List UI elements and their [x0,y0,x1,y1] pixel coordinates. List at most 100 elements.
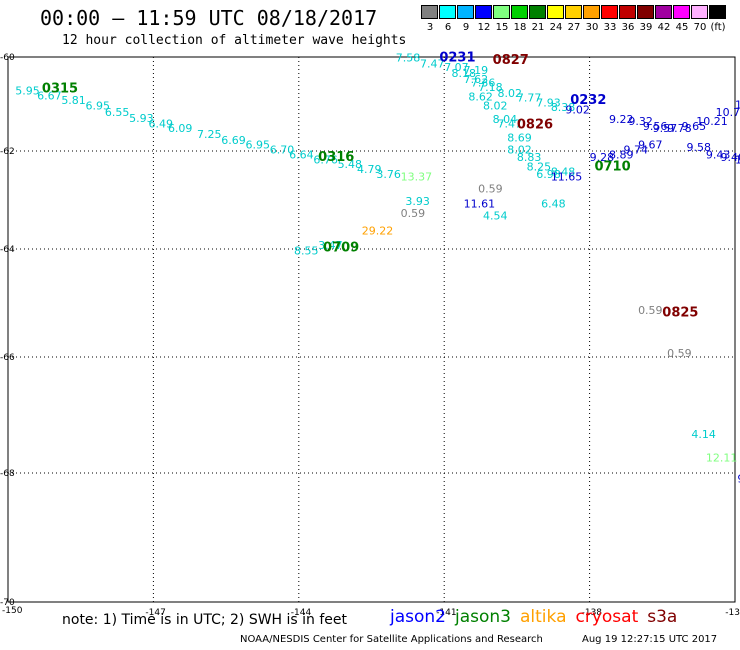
wave-height-value: 9.78 [667,122,692,135]
wave-height-value: 0.59 [638,304,663,317]
lon-tick-label: -141 [436,608,456,618]
wave-height-value: 9.40 [720,151,740,164]
wave-height-value: 9.02 [565,103,590,116]
legend-swatch [475,5,492,19]
pass-time-label: 0710 [594,160,630,175]
legend-bin-label: 42 [657,22,671,33]
map-subtitle: 12 hour collection of altimeter wave hei… [62,33,407,48]
wave-height-value: 8.02 [483,100,508,113]
pass-time-label: 0709 [323,241,359,256]
legend-bin-label: 12 [477,22,491,33]
legend-bin-label: 36 [621,22,635,33]
legend-swatch [547,5,564,19]
pass-time-label: 0827 [493,53,529,68]
legend-bin-label: 39 [639,22,653,33]
lon-tick-label: -147 [145,608,165,618]
satellite-label: altika [520,607,567,627]
note-text: note: 1) Time is in UTC; 2) SWH is in fe… [62,612,348,628]
legend-swatch [511,5,528,19]
legend-swatch [493,5,510,19]
wave-height-value: 8.18 [451,67,476,80]
legend-bin-label: 45 [675,22,689,33]
wave-height-value: 9.58 [687,141,712,154]
wave-height-value: 6.48 [541,197,566,210]
wave-height-value: 8.48 [551,166,576,179]
legend-bin-label: 3 [426,22,434,33]
wave-height-value: 8.04 [493,113,517,126]
wave-height-value: 6.95 [86,100,111,113]
satellite-label: jason3 [455,607,511,627]
wave-height-value: 6.49 [149,118,174,131]
pass-time-label: 0315 [42,81,78,96]
legend-swatch [637,5,654,19]
wave-height-value: 0.59 [667,347,692,360]
wave-height-value: 5.93 [129,112,154,125]
legend-bin-label: 6 [444,22,452,33]
wave-height-value: 9.56 [643,120,668,133]
wave-height-value: 11.61 [464,197,496,210]
wave-height-value: 5.95 [15,85,40,98]
pass-time-label: 0232 [570,93,606,108]
wave-height-value: 9.22 [609,113,634,126]
wave-height-value: 7.18 [478,81,503,94]
wave-height-value: 9.65 [682,120,707,133]
satellite-label: jason2 [390,607,446,627]
lon-tick-label: -13 [725,608,740,618]
wave-height-value: 6.55 [105,106,130,119]
pass-time-label: 0826 [517,117,553,132]
wave-height-value: 10.21 [696,115,728,128]
wave-height-value: 0.59 [401,207,426,220]
legend-bin-label: 15 [495,22,509,33]
lon-tick-label: -144 [291,608,312,618]
legend-bin-label: 70 [693,22,707,33]
wave-height-value: 7.25 [197,128,222,141]
legend-swatch [583,5,600,19]
wave-height-value: 8.38 [551,101,576,114]
pass-time-label: 0825 [662,306,698,321]
satellite-label: s3a [647,607,678,627]
wave-height-value: 9.32 [628,115,653,128]
credit-text: NOAA/NESDIS Center for Satellite Applica… [240,634,543,645]
wave-height-value: 7.47 [420,57,445,70]
wave-height-value: 4.79 [357,163,382,176]
legend-bin-label: 18 [513,22,527,33]
map-title: 00:00 – 11:59 UTC 08/18/2017 [40,6,378,30]
legend-bin-label: 21 [531,22,545,33]
wave-height-value: 7.36 [471,77,496,90]
legend-swatch [619,5,636,19]
wave-height-value: 9.43 [706,148,731,161]
pass-time-label: 0231 [439,51,475,66]
legend-unit: (ft) [710,22,726,33]
legend-bin-label: 27 [567,22,581,33]
wave-height-value: 29.22 [362,224,394,237]
legend-swatch [601,5,618,19]
wave-height-value: 5.81 [61,94,86,107]
wave-height-value: 6.70 [270,143,295,156]
wave-height-value: 13.37 [401,170,433,183]
wave-height-value: 10. [735,99,740,112]
pass-time-labels: 0315 0316 0709 0231 0827 0232 0826 0710 0825 [42,51,699,321]
legend-swatch [691,5,708,19]
axis-labels: -150 -147 -144 -141 -138 -13 -60 -62 -64 -66 -68 -7… [0,53,740,618]
wave-height-value: 8.62 [468,91,493,104]
lat-tick-label: -68 [0,469,15,479]
wave-height-value: 8.02 [498,87,522,100]
wave-height-value: 12.11 [706,451,738,464]
wave-height-value: 10.10 [735,153,740,166]
wave-height-value: 4.54 [483,210,508,223]
satellite-label: cryosat [575,607,639,627]
lat-tick-label: -66 [0,353,15,363]
wave-height-value: 6.98 [536,168,561,181]
lat-lon-grid [7,56,736,603]
wave-height-value: 7.62 [464,73,489,86]
lat-tick-label: -70 [0,598,15,608]
legend-swatch [709,5,726,19]
wave-height-value: 8.02 [507,143,532,156]
legend-swatch [565,5,582,19]
lon-tick-label: -138 [582,608,603,618]
wave-height-value: 8.69 [507,132,532,145]
legend-bin-label: 33 [603,22,617,33]
timestamp-text: Aug 19 12:27:15 UTC 2017 [582,634,718,645]
wave-height-value: 6.76 [313,153,338,166]
